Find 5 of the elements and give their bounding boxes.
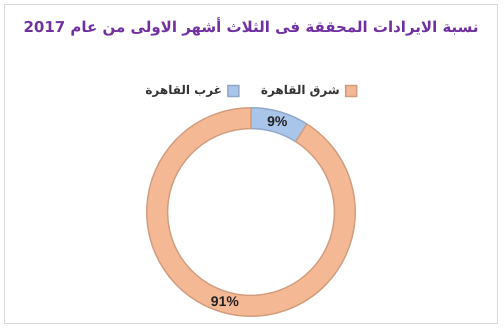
data-label: 9% (267, 112, 288, 129)
data-label: 91% (210, 292, 240, 309)
legend-label: غرب القاهرة (145, 83, 222, 98)
chart-title: نسبة الايرادات المحققة فى الثلاث أشهر الاولى من عام 2017 (23, 16, 479, 36)
legend-label: شرق القاهرة (260, 83, 340, 98)
